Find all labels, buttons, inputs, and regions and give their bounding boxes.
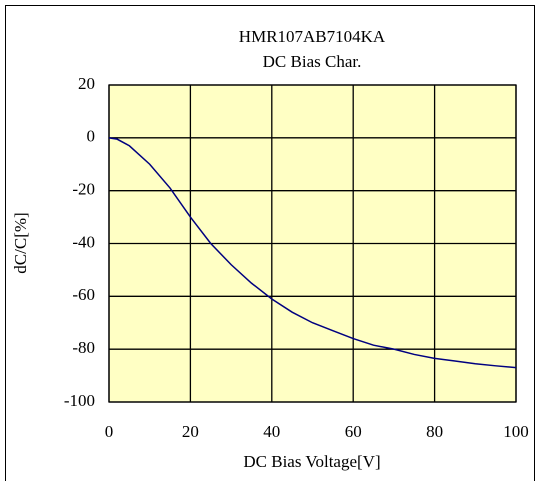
y-tick-label: -100 <box>64 391 95 410</box>
x-tick-label: 100 <box>503 422 529 441</box>
y-tick-label: -20 <box>72 180 95 199</box>
y-tick-label: 20 <box>78 74 95 93</box>
x-tick-label: 0 <box>105 422 114 441</box>
y-tick-label: -80 <box>72 338 95 357</box>
x-tick-label: 80 <box>426 422 443 441</box>
y-tick-label: -40 <box>72 232 95 251</box>
y-tick-label: 0 <box>87 127 96 146</box>
plot-border <box>108 84 517 403</box>
data-line <box>108 137 517 369</box>
chart-subtitle: DC Bias Char. <box>263 52 362 71</box>
x-tick-label: 40 <box>263 422 280 441</box>
x-tick-label: 20 <box>182 422 199 441</box>
y-axis-label: dC/C[%] <box>11 212 30 273</box>
x-tick-label: 60 <box>345 422 362 441</box>
y-tick-label: -60 <box>72 285 95 304</box>
x-axis-label: DC Bias Voltage[V] <box>243 452 380 471</box>
chart-title: HMR107AB7104KA <box>239 27 386 46</box>
